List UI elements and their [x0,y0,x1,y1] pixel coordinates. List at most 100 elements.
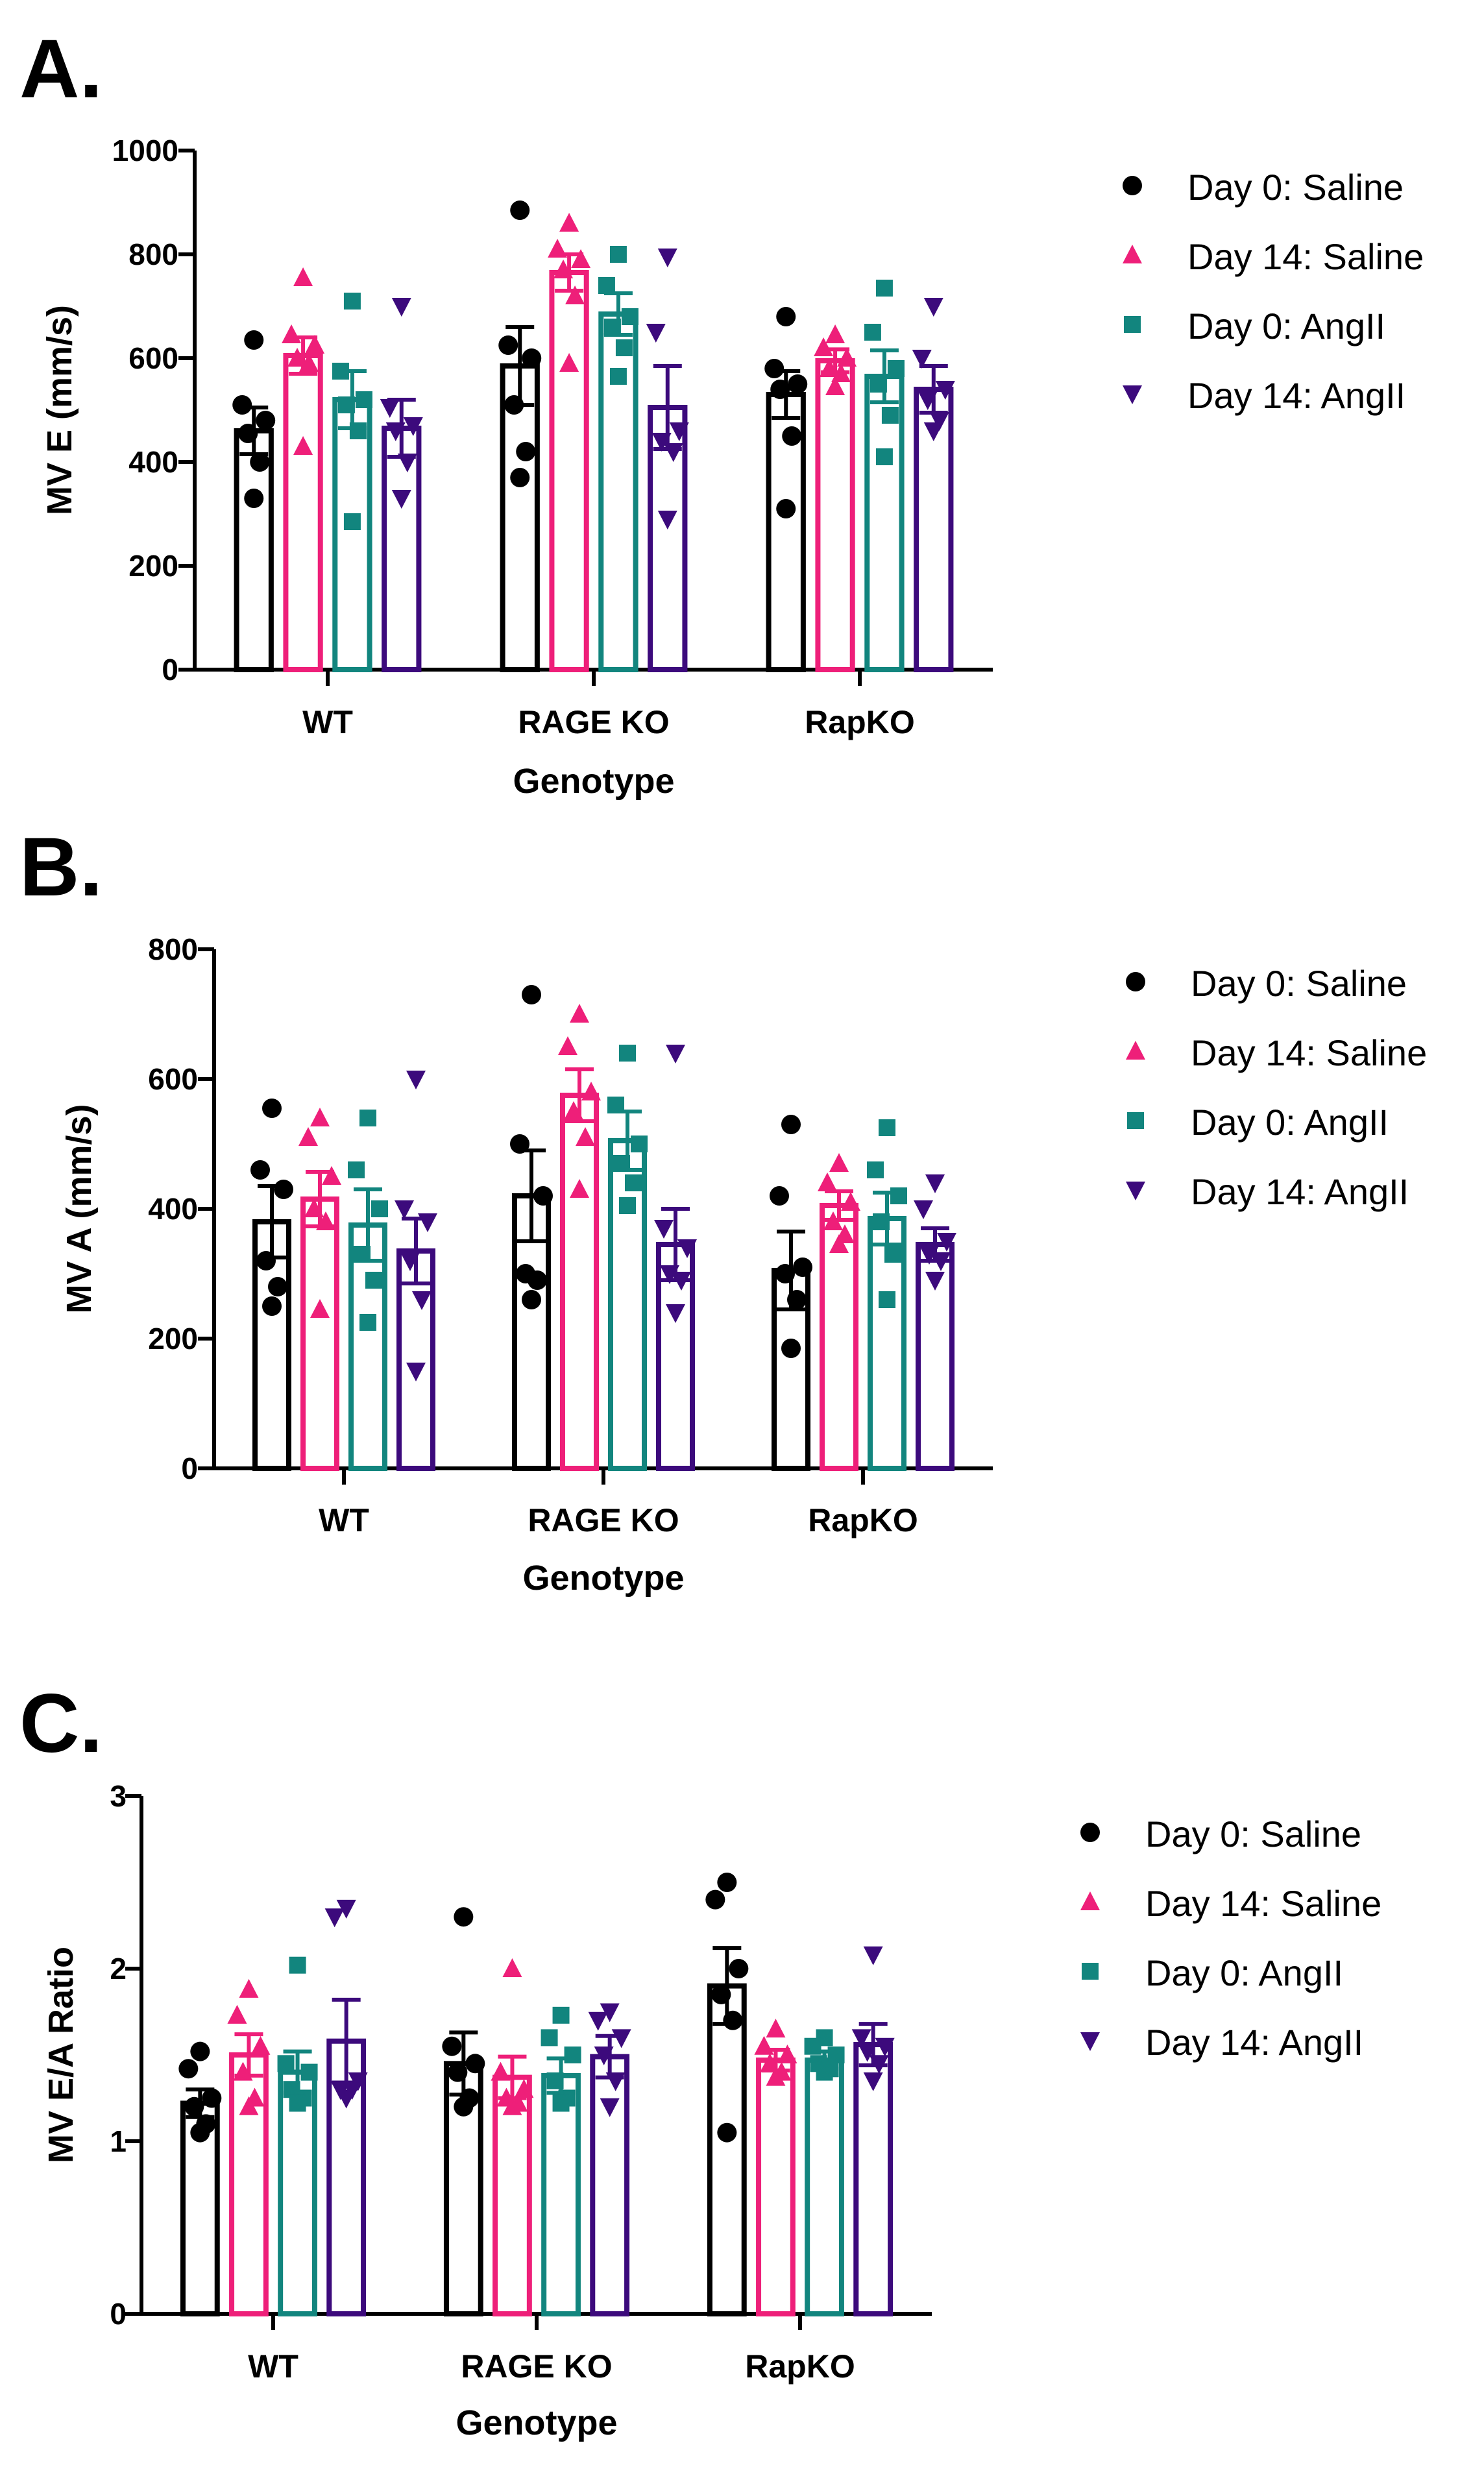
panel-letter: B. [19,821,103,914]
data-point-day-14-saline [282,324,302,343]
data-point-day-14-saline [558,1036,578,1055]
data-point-day-14-saline [829,1153,849,1172]
y-tick-label: 200 [128,549,178,583]
data-point-day-14-angii [406,1071,426,1089]
data-point-day-14-saline [304,1198,324,1217]
data-point-day-0-angii [277,2055,295,2072]
y-axis-label: MV E/A Ratio [42,1947,80,2163]
data-point-day-0-saline [775,1264,795,1283]
data-point-day-0-saline [250,452,270,472]
data-point-day-0-angii [867,1161,884,1178]
data-point-day-14-angii [669,422,689,441]
data-point-day-0-angii [873,1213,890,1230]
legend-label-day-0-angii: Day 0: AngII [1187,306,1385,346]
data-point-day-0-angii [355,391,372,408]
data-point-day-14-angii [912,350,932,369]
legend: Day 0: Saline Day 14: Saline Day 0: AngII D… [1123,167,1424,416]
data-point-day-0-angii [343,513,361,530]
data-point-day-0-angii [289,2095,306,2112]
bar-day-14-angii-wt [382,426,422,672]
legend-marker-day-14-saline [1126,1041,1145,1060]
legend-label-day-14-saline: Day 14: Saline [1191,1032,1427,1073]
data-point-day-0-angii [870,376,887,393]
data-point-day-14-angii [588,2011,608,2031]
y-tick-label: 2 [110,1952,127,1986]
data-point-day-14-angii [923,422,943,441]
data-point-day-0-saline [781,1339,801,1358]
data-point-day-14-angii [937,1233,956,1252]
legend-label-day-14-saline: Day 14: Saline [1145,1883,1381,1924]
data-point-day-14-saline [571,249,591,268]
data-point-day-0-saline [776,499,796,518]
data-point-day-14-saline [841,1192,860,1211]
data-point-day-0-saline [190,2122,210,2143]
data-point-day-0-saline [202,2088,222,2108]
data-point-day-0-saline [793,1257,812,1277]
data-point-day-14-angii [923,298,943,317]
data-point-day-0-saline [522,1290,541,1309]
data-point-day-0-saline [442,2036,462,2056]
data-point-day-14-saline [491,2061,511,2081]
data-point-day-14-angii [651,433,672,452]
y-tick-label: 0 [110,2297,127,2331]
data-point-day-0-angii [552,2095,570,2112]
legend-marker-day-14-angii [1080,2032,1100,2051]
data-point-day-0-angii [621,308,639,325]
data-point-day-14-angii [412,1291,432,1310]
bar-day-14-saline-wt [229,2052,269,2316]
legend-label-day-14-angii: Day 14: AngII [1191,1171,1409,1212]
data-point-day-14-saline [559,213,579,232]
bar-day-0-angii-rapko [805,2057,844,2316]
data-point-day-14-saline [239,2096,259,2115]
data-point-day-14-angii [397,454,417,472]
data-point-day-14-angii [925,1174,945,1193]
data-point-day-0-angii [541,2029,558,2047]
data-point-day-14-angii [336,1899,356,1919]
legend-marker-day-14-angii [1123,385,1142,404]
legend-marker-day-0-angii [1124,316,1141,333]
data-point-day-14-saline [293,436,313,455]
data-point-day-0-saline [454,2096,474,2117]
data-point-day-0-angii [879,1119,895,1136]
data-point-day-0-angii [625,1174,642,1191]
data-point-day-14-angii [663,443,683,462]
data-point-day-0-angii [365,1272,382,1289]
data-point-day-14-angii [657,511,677,529]
bar-day-14-saline-wt [300,1196,339,1471]
x-tick-label-rage-ko: RAGE KO [518,704,669,740]
data-point-day-0-angii [332,363,349,380]
x-axis-label: Genotype [513,762,674,801]
data-point-day-14-angii [925,1272,945,1291]
data-point-day-0-angii [875,448,893,465]
data-point-day-14-saline [502,1958,522,1977]
data-point-day-14-saline [837,348,857,367]
data-point-day-0-angii [337,396,355,413]
y-tick-label: 1000 [112,134,178,167]
data-point-day-0-saline [717,1873,737,1892]
data-point-day-0-angii [864,324,881,341]
data-point-day-14-angii [677,1239,697,1258]
data-point-day-14-angii [666,1304,685,1323]
x-axis-label: Genotype [456,2403,617,2442]
data-point-day-14-angii [660,1265,679,1284]
data-point-day-14-angii [919,1246,939,1265]
data-point-day-0-angii [816,2063,833,2081]
data-point-day-14-saline [829,1234,849,1253]
x-tick-label-rage-ko: RAGE KO [461,2348,612,2385]
y-tick-label: 600 [148,1062,198,1096]
data-point-day-14-saline [299,353,319,372]
data-point-day-14-saline [766,2019,786,2038]
data-point-day-14-angii [657,249,677,267]
data-point-day-14-angii [406,1363,426,1381]
data-point-day-14-saline [298,1127,318,1146]
data-point-day-0-angii [609,368,627,385]
legend-label-day-0-angii: Day 0: AngII [1145,1952,1343,1993]
data-point-day-0-angii [300,2063,318,2081]
data-point-day-0-angii [359,1314,376,1331]
data-point-day-0-saline [256,411,276,430]
data-point-day-14-saline [581,1082,601,1100]
data-point-day-14-saline [777,2045,797,2063]
data-point-day-0-saline [782,426,802,446]
legend-label-day-0-saline: Day 0: Saline [1187,167,1404,208]
